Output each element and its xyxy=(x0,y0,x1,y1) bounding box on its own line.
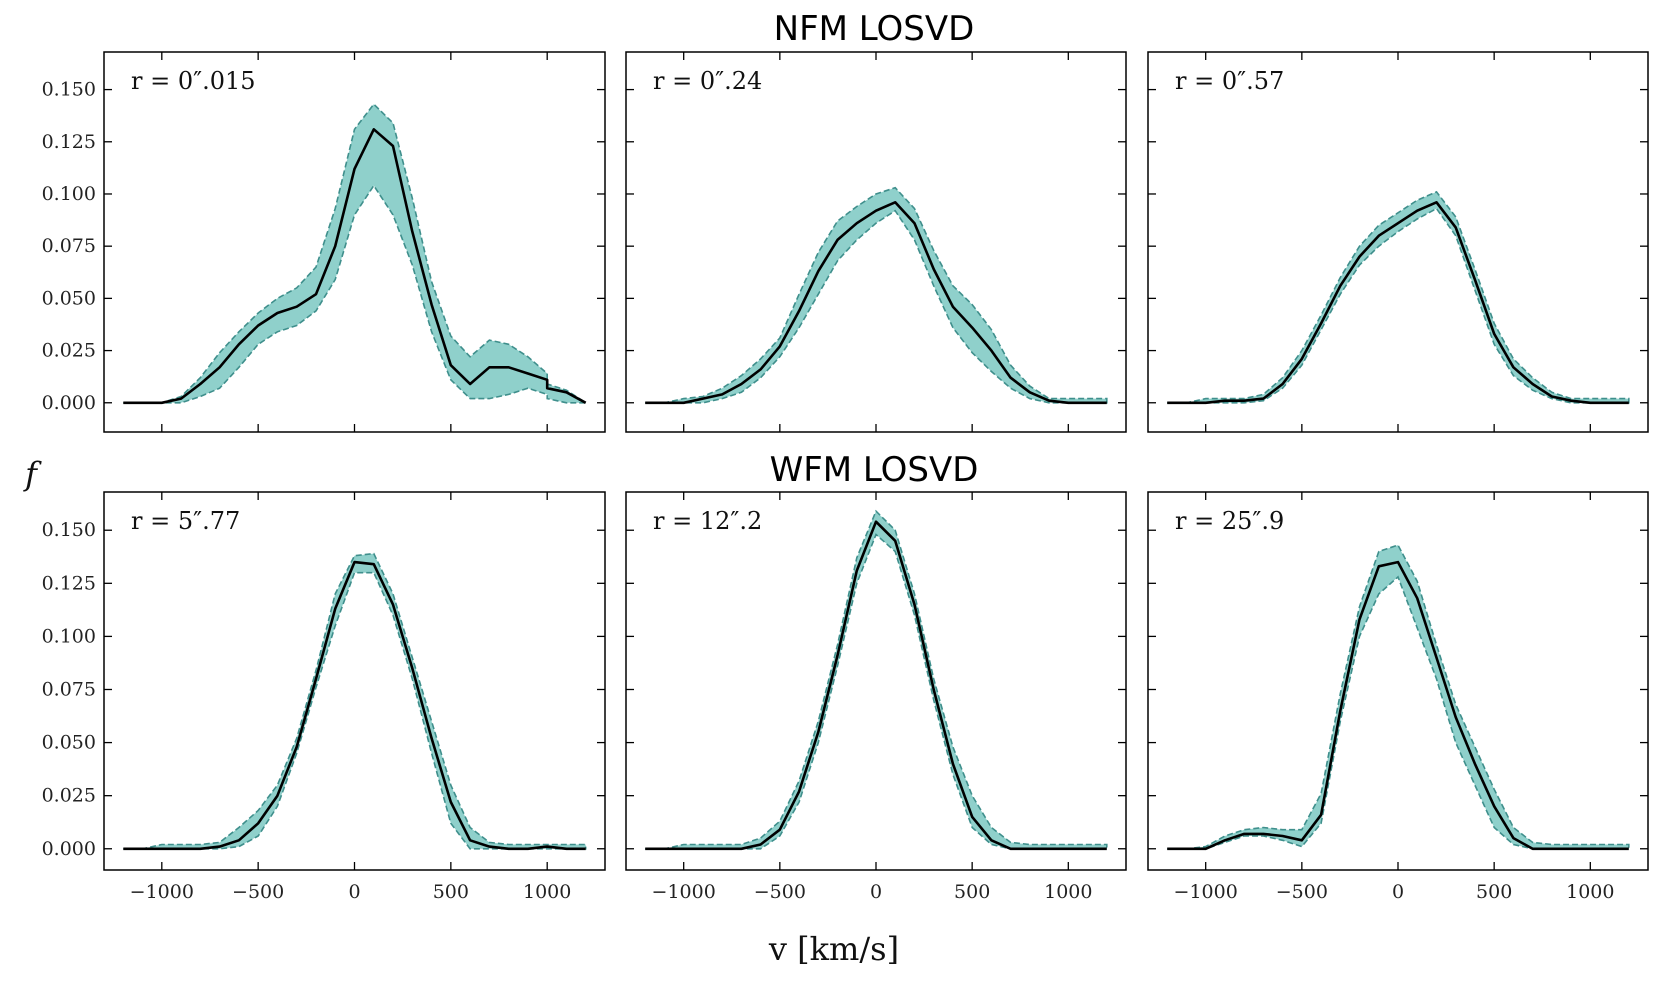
x-tick-label: 1000 xyxy=(1566,881,1614,903)
uncertainty-band xyxy=(645,186,1108,404)
panel-5: −1000 −500 0 500 1000 r = 12″.2 xyxy=(625,491,1127,903)
x-tick-label: −500 xyxy=(1276,881,1328,903)
y-tick-label: 0.100 xyxy=(42,625,96,647)
y-tick-label: 0.025 xyxy=(42,340,96,362)
uncertainty-band xyxy=(1167,544,1630,850)
x-tick-label: 0 xyxy=(348,881,360,903)
axes-frame xyxy=(103,491,606,871)
x-tick-label: 500 xyxy=(433,881,469,903)
uncertainty-band xyxy=(645,509,1108,850)
row-title-nfm: NFM LOSVD xyxy=(774,9,975,49)
x-tick-label: 1000 xyxy=(1044,881,1092,903)
median-line xyxy=(1167,201,1629,405)
y-tick-label: 0.125 xyxy=(42,131,96,153)
axes-frame xyxy=(625,51,1127,433)
y-tick-label: 0.125 xyxy=(42,572,96,594)
uncertainty-band xyxy=(1167,190,1630,404)
y-tick-label: 0.075 xyxy=(42,678,96,700)
median-line xyxy=(645,520,1107,851)
y-tick-label: 0.050 xyxy=(42,287,96,309)
y-tick-label: 0.150 xyxy=(42,79,96,101)
axes-frame xyxy=(625,491,1127,871)
x-tick-label: 0 xyxy=(870,881,882,903)
x-tick-label: 500 xyxy=(1476,881,1512,903)
panel-radius-label: r = 25″.9 xyxy=(1175,507,1284,535)
uncertainty-band xyxy=(123,552,587,850)
x-tick-label: −500 xyxy=(754,881,806,903)
y-tick-label: 0.075 xyxy=(42,235,96,257)
row-title-wfm: WFM LOSVD xyxy=(770,450,979,490)
x-tick-label: −1000 xyxy=(1174,881,1238,903)
panel-1: 0.000 0.025 0.050 0.075 0.100 0.125 0.150 r = 0… xyxy=(42,51,606,433)
y-tick-label: 0.000 xyxy=(42,392,96,414)
panel-3: r = 0″.57 xyxy=(1147,51,1649,433)
panel-radius-label: r = 0″.24 xyxy=(653,67,762,95)
axes-frame xyxy=(1147,51,1649,433)
panel-radius-label: r = 0″.015 xyxy=(131,67,256,95)
panel-radius-label: r = 5″.77 xyxy=(131,507,240,535)
x-tick-label: −1000 xyxy=(652,881,716,903)
median-line xyxy=(123,128,587,405)
median-line xyxy=(645,201,1107,405)
x-tick-label: −1000 xyxy=(130,881,194,903)
panel-2: r = 0″.24 xyxy=(625,51,1127,433)
y-tick-label: 0.100 xyxy=(42,183,96,205)
y-tick-label: 0.000 xyxy=(42,838,96,860)
panel-6: −1000 −500 0 500 1000 r = 25″.9 xyxy=(1147,491,1649,903)
panel-radius-label: r = 0″.57 xyxy=(1175,67,1284,95)
x-tick-label: 0 xyxy=(1392,881,1404,903)
x-axis-label: v [km/s] xyxy=(768,930,899,968)
median-line xyxy=(123,560,586,851)
panel-4: −1000 −500 0 500 1000 0.000 0.025 0.050 0.075 0.1… xyxy=(42,491,606,903)
y-tick-label: 0.050 xyxy=(42,732,96,754)
x-tick-label: 500 xyxy=(954,881,990,903)
panels-group: 0.000 0.025 0.050 0.075 0.100 0.125 0.150 r = 0… xyxy=(42,51,1649,903)
y-axis-label: f xyxy=(23,455,42,493)
panel-radius-label: r = 12″.2 xyxy=(653,507,762,535)
y-tick-label: 0.150 xyxy=(42,519,96,541)
y-tick-label: 0.025 xyxy=(42,785,96,807)
median-line xyxy=(1167,560,1629,851)
x-tick-label: −500 xyxy=(232,881,284,903)
x-tick-label: 1000 xyxy=(523,881,571,903)
uncertainty-band xyxy=(123,102,589,404)
